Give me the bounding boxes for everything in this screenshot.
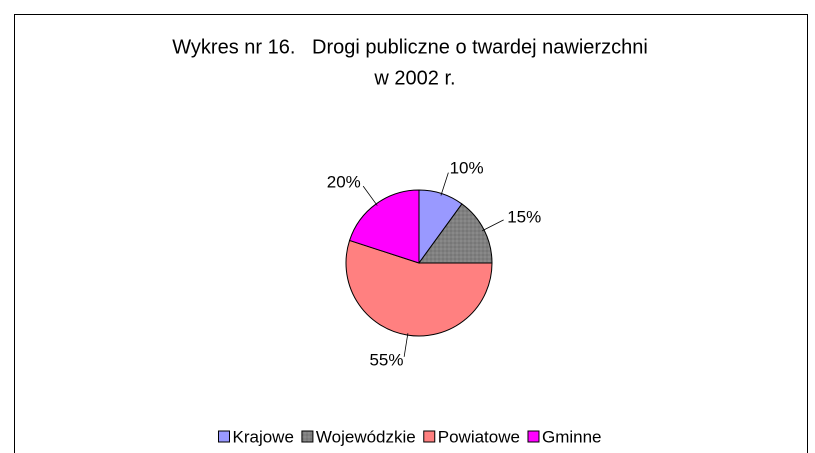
leader-line (362, 185, 378, 206)
data-label: 55% (369, 350, 403, 369)
legend-label: Powiatowe (438, 427, 520, 446)
leader-line (403, 333, 409, 357)
legend-swatch (423, 430, 436, 443)
legend-swatch (527, 430, 540, 443)
chart-frame (14, 14, 808, 453)
legend-label: Gminne (542, 427, 602, 446)
legend-label: Krajowe (232, 427, 293, 446)
data-label: 15% (507, 208, 541, 227)
data-label: 20% (327, 172, 361, 191)
legend-swatch (217, 430, 230, 443)
legend-label: Wojewódzkie (316, 427, 416, 446)
data-label: 10% (450, 158, 484, 177)
chart-title: Wykres nr 16. Drogi publiczne o twardej … (172, 36, 648, 58)
legend-swatch (301, 430, 314, 443)
chart-title: w 2002 r. (373, 67, 455, 89)
leader-line (440, 172, 449, 196)
leader-line (482, 219, 504, 232)
